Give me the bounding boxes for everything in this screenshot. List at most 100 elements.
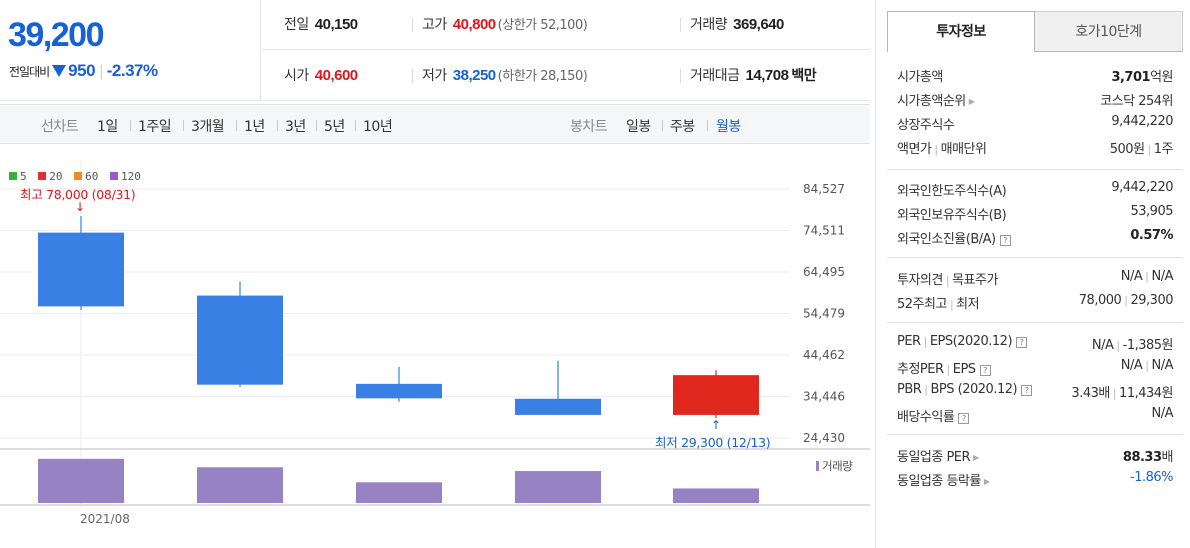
help-icon[interactable]: ? — [1021, 385, 1033, 396]
info-section-foreign: 외국인한도주식수(A) 9,442,220 외국인보유주식수(B) 53,905 외… — [887, 169, 1183, 257]
trade-unit-label: 매매단위 — [940, 142, 987, 157]
low-annotation: 최저 29,300 (12/13) — [655, 435, 771, 450]
info-row-par: 액면가 | 매매단위 500원 | 1주 — [897, 138, 1174, 158]
quote-panel: 39,200 전일대비 950 | -2.37% 전일 40,150 고가 40,800(… — [0, 0, 870, 548]
divider — [662, 120, 663, 131]
quote-grid: 전일 40,150 고가 40,800 (상한가 52,100) 거래량 369,640… — [262, 0, 870, 101]
candle-body — [356, 383, 442, 399]
volume-bar — [197, 467, 283, 503]
help-icon[interactable]: ? — [979, 365, 991, 376]
divider — [412, 18, 413, 32]
legend-swatch — [74, 172, 83, 180]
quote-row-2: 시가 40,600 저가 38,250 (하한가 28,150) 거래대금 14,708… — [262, 51, 870, 101]
info-row-pbr: PBR | BPS (2020.12)? 3.43배 | 11,434원 — [897, 382, 1173, 402]
line-chart-label: 선차트 — [41, 119, 79, 135]
sector-per-label-wrap[interactable]: 동일업종 PER ▶ — [897, 446, 979, 465]
trade-value: 14,708 — [745, 67, 789, 84]
div-label-wrap: 배당수익률? — [897, 406, 970, 425]
market-cap-value: 3,701억원 — [1111, 66, 1173, 85]
divider — [130, 120, 131, 131]
lower-limit: (하한가 28,150) — [497, 69, 588, 84]
upper-limit: (상한가 52,100) — [497, 18, 588, 33]
candle-body — [515, 398, 601, 415]
current-price: 39,200 — [8, 16, 105, 54]
divider — [412, 69, 413, 83]
legend-ma120: 120 — [109, 170, 141, 183]
period-1d[interactable]: 1일 — [97, 119, 118, 135]
sector-chg-label-wrap[interactable]: 동일업종 등락률 ▶ — [897, 470, 990, 489]
help-icon[interactable]: ? — [958, 413, 970, 424]
tab-orderbook[interactable]: 호가10단계 — [1035, 11, 1183, 52]
pbr-label-wrap: PBR | BPS (2020.12)? — [897, 382, 1033, 397]
divider: | — [1112, 387, 1117, 400]
volume-swatch — [816, 461, 819, 471]
y-tick-label: 24,430 — [803, 431, 845, 445]
per-value-wrap: N/A | -1,385원 — [1091, 334, 1174, 353]
period-3y[interactable]: 3년 — [285, 119, 306, 135]
candle-chart-label: 봉차트 — [570, 119, 608, 135]
divider: | — [946, 363, 951, 376]
down-triangle-icon — [52, 65, 67, 77]
pbr-value-wrap: 3.43배 | 11,434원 — [1071, 382, 1173, 401]
opinion-value: N/A — [1120, 269, 1143, 284]
open-value: 40,600 — [314, 67, 358, 84]
period-1y[interactable]: 1년 — [244, 119, 265, 135]
low-label: 저가 — [422, 68, 447, 84]
divider — [355, 120, 356, 131]
market-cap-rank-label-wrap[interactable]: 시가총액순위 ▶ — [897, 90, 975, 109]
foreign-limit-value: 9,442,220 — [1111, 180, 1173, 195]
period-3m[interactable]: 3개월 — [191, 119, 225, 135]
candle-daily[interactable]: 일봉 — [626, 119, 651, 135]
tab-invest-info[interactable]: 투자정보 — [887, 11, 1035, 52]
help-icon[interactable]: ? — [1016, 337, 1028, 348]
divider — [183, 120, 184, 131]
legend-swatch — [110, 172, 118, 180]
eps-label: EPS(2020.12) — [929, 334, 1013, 349]
legend-label: 120 — [121, 170, 141, 183]
change-amount: 950 — [68, 61, 96, 80]
par-label: 액면가 — [897, 142, 932, 157]
divider: | — [934, 143, 938, 156]
info-row-foreign-limit: 외국인한도주식수(A) 9,442,220 — [897, 180, 1173, 200]
y-tick-label: 54,479 — [803, 306, 845, 320]
info-row-sector-per: 동일업종 PER ▶ 88.33배 — [897, 446, 1174, 466]
par-label-wrap: 액면가 | 매매단위 — [897, 138, 987, 157]
period-1w[interactable]: 1주일 — [138, 119, 172, 135]
pbr-value: 3.43배 — [1071, 386, 1110, 401]
period-10y[interactable]: 10년 — [363, 119, 393, 135]
prev-close-value: 40,150 — [314, 16, 358, 33]
per-value: N/A — [1091, 338, 1114, 353]
divider — [707, 120, 708, 131]
chevron-right-icon: ▶ — [968, 97, 975, 106]
w52-low-value: 29,300 — [1130, 293, 1174, 308]
period-5y[interactable]: 5년 — [324, 119, 345, 135]
legend-ma5: 5 — [8, 170, 27, 183]
par-value: 500원 — [1109, 142, 1145, 157]
divider: | — [99, 64, 104, 80]
chevron-right-icon: ▶ — [983, 477, 990, 486]
opinion-label-wrap: 투자의견 | 목표주가 — [897, 269, 998, 288]
candle-weekly[interactable]: 주봉 — [670, 119, 695, 135]
sector-change-label: 동일업종 등락률 — [897, 474, 981, 489]
sector-change-value: -1.86% — [1130, 470, 1174, 485]
market-cap-number: 3,701 — [1111, 70, 1151, 85]
low-cell: 저가 38,250 (하한가 28,150) — [422, 65, 588, 85]
info-row-market-cap: 시가총액 3,701억원 — [897, 66, 1173, 86]
volume-bar — [38, 458, 124, 503]
legend-label: 5 — [20, 170, 27, 183]
bps-label: BPS (2020.12) — [930, 382, 1018, 397]
market-cap-unit: 억원 — [1150, 70, 1173, 85]
stock-chart: 84,527 74,511 64,495 54,479 44,462 34,446 24,4… — [0, 160, 870, 548]
volume-bar — [356, 482, 442, 503]
legend-label: 20 — [49, 170, 63, 183]
volume-label: 거래량 — [690, 17, 728, 33]
foreign-hold-label: 외국인보유주식수(B) — [897, 208, 1007, 223]
divider: | — [923, 335, 928, 348]
w52-high-value: 78,000 — [1078, 293, 1122, 308]
divider: | — [1145, 359, 1149, 372]
quote-row-1: 전일 40,150 고가 40,800 (상한가 52,100) 거래량 369,640 — [262, 0, 870, 50]
help-icon[interactable]: ? — [999, 235, 1011, 246]
candle-monthly[interactable]: 월봉 — [716, 119, 741, 135]
price-box: 39,200 전일대비 950 | -2.37% — [0, 0, 261, 101]
legend-ma60: 60 — [73, 170, 98, 183]
